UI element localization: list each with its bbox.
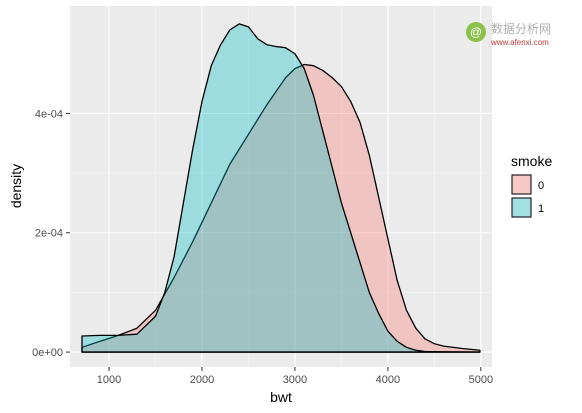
- legend-key-background: [511, 197, 532, 218]
- density-areas: [81, 23, 481, 353]
- y-tick-label: 0e+00: [32, 347, 63, 359]
- density-area-smoke-1: [81, 23, 481, 353]
- legend-swatch-0: [511, 174, 532, 195]
- watermark: @ 数据分析网 www.afenxi.com: [466, 21, 551, 47]
- x-tick-label: 2000: [190, 374, 214, 386]
- legend-label-1: 1: [538, 203, 544, 215]
- legend-label-0: 0: [538, 180, 544, 192]
- x-axis-title: bwt: [270, 389, 292, 405]
- y-axis: 0e+00 2e-04 4e-04: [32, 108, 70, 359]
- x-tick-label: 1000: [97, 374, 121, 386]
- x-tick-label: 4000: [376, 374, 400, 386]
- legend-swatch-1: [511, 197, 532, 218]
- watermark-logo-icon: [466, 22, 486, 42]
- watermark-subtext: www.afenxi.com: [490, 38, 549, 47]
- y-tick-label: 2e-04: [35, 228, 63, 240]
- plot-background: [70, 6, 492, 367]
- watermark-text: 数据分析网: [491, 21, 551, 36]
- watermark-logo-glyph: @: [470, 25, 482, 39]
- legend-key-background: [511, 174, 532, 195]
- x-axis: 1000 2000 3000 4000 5000: [97, 367, 493, 386]
- x-tick-label: 3000: [283, 374, 307, 386]
- legend-title: smoke: [511, 153, 552, 169]
- x-tick-label: 5000: [469, 374, 493, 386]
- minor-gridlines: [70, 6, 492, 367]
- y-tick-label: 4e-04: [35, 108, 63, 120]
- y-axis-title: density: [8, 164, 24, 208]
- legend: smoke 0 1: [511, 153, 552, 218]
